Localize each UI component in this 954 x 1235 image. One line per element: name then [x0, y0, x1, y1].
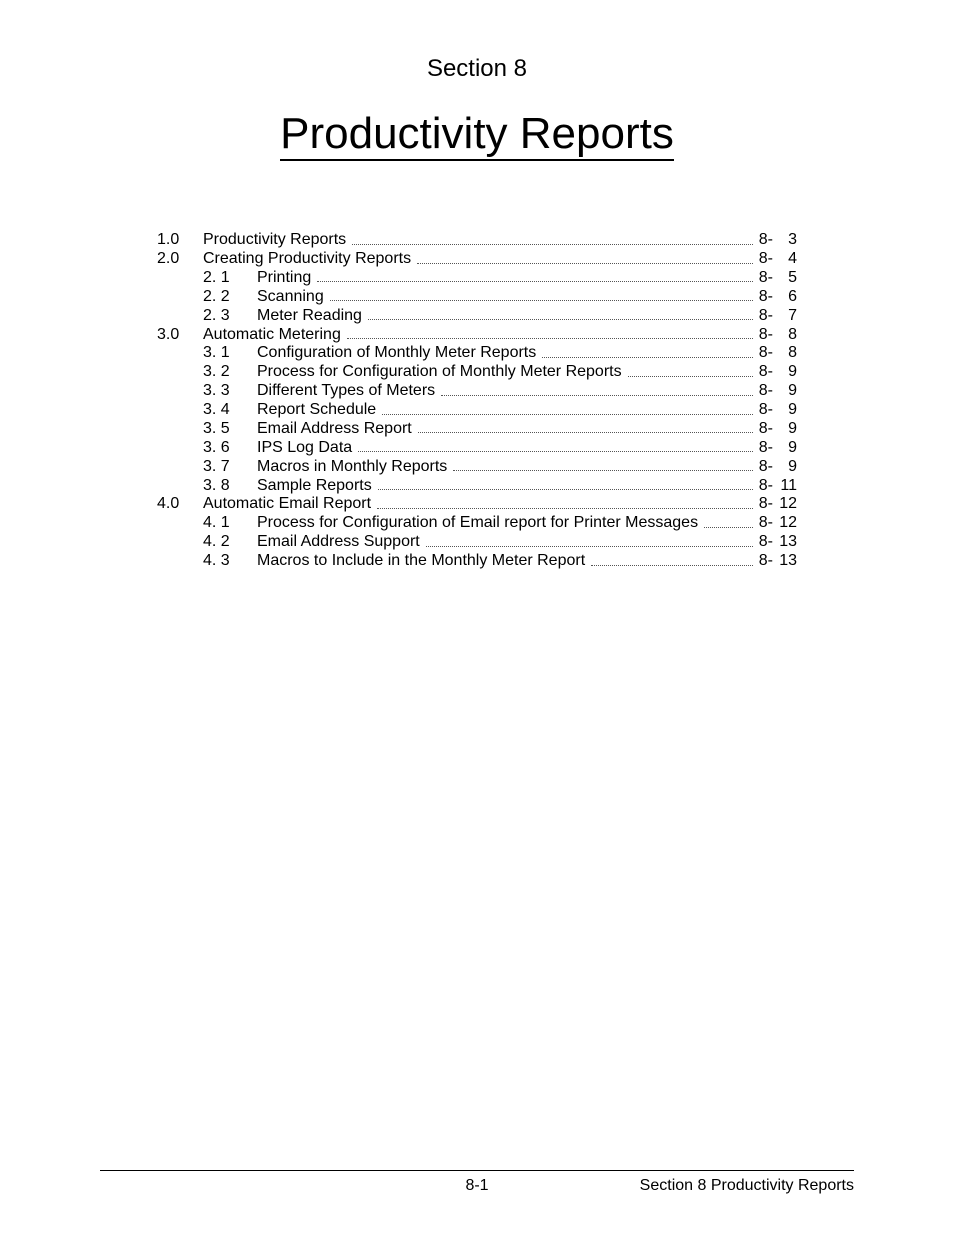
toc-page: 8-9 [759, 439, 797, 458]
toc-leader [441, 385, 753, 396]
toc-entry: 4.0Automatic Email Report 8-12 [157, 495, 797, 514]
toc-title: Meter Reading [257, 307, 362, 326]
toc-subnumber: 3. 7 [203, 458, 257, 477]
toc-page: 8-13 [759, 533, 797, 552]
toc-subnumber: 2. 2 [203, 288, 257, 307]
toc-entry: 1.0Productivity Reports 8-3 [157, 231, 797, 250]
toc-subentry: 2. 2Scanning 8-6 [157, 288, 797, 307]
toc-title: Process for Configuration of Email repor… [257, 514, 698, 533]
toc-subentry: 2. 1Printing 8-5 [157, 269, 797, 288]
toc-subnumber: 2. 3 [203, 307, 257, 326]
toc-title: Scanning [257, 288, 324, 307]
toc-leader [453, 460, 752, 471]
toc-page: 8-9 [759, 458, 797, 477]
toc-title: Productivity Reports [203, 231, 346, 250]
toc-leader [317, 271, 753, 282]
toc-page: 8-5 [759, 269, 797, 288]
toc-leader [382, 403, 753, 414]
toc-page: 8-8 [759, 326, 797, 345]
toc-title: Configuration of Monthly Meter Reports [257, 344, 536, 363]
footer-section-title: Section 8 Productivity Reports [640, 1177, 854, 1195]
toc-subnumber: 3. 4 [203, 401, 257, 420]
toc-title: Automatic Metering [203, 326, 341, 345]
toc-subentry: 3. 2Process for Configuration of Monthly… [157, 363, 797, 382]
section-label: Section 8 [100, 55, 854, 83]
toc-title: Email Address Report [257, 420, 412, 439]
toc-subnumber: 3. 8 [203, 477, 257, 496]
toc-number: 1.0 [157, 231, 203, 250]
toc-leader [418, 422, 753, 433]
toc-page: 8-4 [759, 250, 797, 269]
toc-title: Automatic Email Report [203, 495, 371, 514]
toc-title: Macros in Monthly Reports [257, 458, 447, 477]
toc-subentry: 4. 2Email Address Support 8-13 [157, 533, 797, 552]
toc-leader [378, 479, 753, 490]
toc-number: 2.0 [157, 250, 203, 269]
toc-page: 8-12 [759, 495, 797, 514]
toc-entry: 3.0Automatic Metering 8-8 [157, 326, 797, 345]
toc-title: Printing [257, 269, 311, 288]
toc-page: 8-9 [759, 420, 797, 439]
toc-leader [377, 498, 753, 509]
toc-page: 8-3 [759, 231, 797, 250]
toc-subnumber: 3. 5 [203, 420, 257, 439]
toc-subentry: 3. 8Sample Reports 8-11 [157, 477, 797, 496]
toc-leader [330, 290, 753, 301]
toc-leader [417, 252, 753, 263]
toc-subentry: 3. 5Email Address Report 8-9 [157, 420, 797, 439]
toc-subentry: 4. 1Process for Configuration of Email r… [157, 514, 797, 533]
toc-leader [426, 536, 753, 547]
toc-leader [542, 347, 753, 358]
main-title: Productivity Reports [280, 111, 674, 161]
toc-title: Creating Productivity Reports [203, 250, 411, 269]
toc-subentry: 4. 3Macros to Include in the Monthly Met… [157, 552, 797, 571]
toc-leader [352, 234, 753, 245]
toc-subentry: 3. 1Configuration of Monthly Meter Repor… [157, 344, 797, 363]
toc-subentry: 2. 3Meter Reading 8-7 [157, 307, 797, 326]
toc-page: 8-9 [759, 363, 797, 382]
toc-page: 8-9 [759, 401, 797, 420]
toc-subentry: 3. 7Macros in Monthly Reports 8-9 [157, 458, 797, 477]
page-footer: 8-1 Section 8 Productivity Reports [100, 1170, 854, 1195]
toc-page: 8-11 [759, 477, 797, 496]
toc-page: 8-6 [759, 288, 797, 307]
toc-page: 8-12 [759, 514, 797, 533]
page: Section 8 Productivity Reports 1.0Produc… [0, 0, 954, 1235]
toc-leader [347, 328, 753, 339]
toc-subentry: 3. 4Report Schedule 8-9 [157, 401, 797, 420]
toc-subnumber: 4. 1 [203, 514, 257, 533]
toc-subnumber: 3. 6 [203, 439, 257, 458]
footer-page-number: 8-1 [465, 1177, 488, 1195]
toc-leader [704, 517, 753, 528]
toc-subentry: 3. 6IPS Log Data 8-9 [157, 439, 797, 458]
toc-subnumber: 3. 1 [203, 344, 257, 363]
toc-subnumber: 2. 1 [203, 269, 257, 288]
toc-title: Different Types of Meters [257, 382, 435, 401]
toc-page: 8-7 [759, 307, 797, 326]
toc-page: 8-9 [759, 382, 797, 401]
toc-subnumber: 3. 2 [203, 363, 257, 382]
toc-number: 4.0 [157, 495, 203, 514]
toc-title: Sample Reports [257, 477, 372, 496]
table-of-contents: 1.0Productivity Reports8-32.0Creating Pr… [157, 231, 797, 571]
toc-entry: 2.0Creating Productivity Reports 8-4 [157, 250, 797, 269]
toc-page: 8-13 [759, 552, 797, 571]
toc-leader [368, 309, 753, 320]
toc-page: 8-8 [759, 344, 797, 363]
toc-title: IPS Log Data [257, 439, 352, 458]
title-wrap: Productivity Reports [100, 111, 854, 161]
toc-title: Process for Configuration of Monthly Met… [257, 363, 622, 382]
toc-subnumber: 4. 3 [203, 552, 257, 571]
toc-title: Report Schedule [257, 401, 376, 420]
toc-subnumber: 4. 2 [203, 533, 257, 552]
toc-leader [591, 554, 753, 565]
toc-leader [628, 366, 753, 377]
toc-title: Macros to Include in the Monthly Meter R… [257, 552, 585, 571]
toc-title: Email Address Support [257, 533, 420, 552]
toc-subnumber: 3. 3 [203, 382, 257, 401]
toc-leader [358, 441, 753, 452]
toc-subentry: 3. 3Different Types of Meters 8-9 [157, 382, 797, 401]
toc-number: 3.0 [157, 326, 203, 345]
